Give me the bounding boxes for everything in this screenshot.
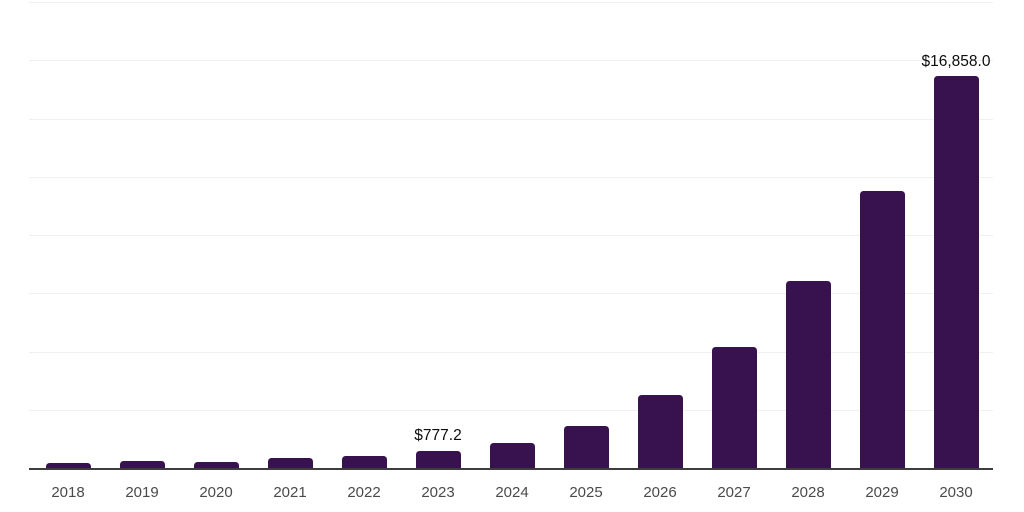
x-tick-label-2022: 2022: [347, 484, 381, 501]
bar-2030: [933, 76, 979, 469]
bar-2022: [341, 455, 387, 469]
x-tick-label-2023: 2023: [421, 484, 455, 501]
x-tick-label-2020: 2020: [199, 484, 233, 501]
bar-2025: [563, 425, 609, 469]
gridline: [29, 293, 993, 295]
bar-2026: [637, 394, 683, 469]
bar-2027: [711, 346, 757, 469]
bar-2019: [119, 461, 165, 469]
plot-area: $777.2 $16,858.0: [29, 2, 993, 469]
x-tick-label-2028: 2028: [791, 484, 825, 501]
bar-2018: [45, 463, 91, 469]
x-tick-label-2019: 2019: [125, 484, 159, 501]
x-tick-label-2030: 2030: [939, 484, 973, 501]
gridline: [29, 60, 993, 62]
x-tick-label-2027: 2027: [717, 484, 751, 501]
gridline: [29, 409, 993, 411]
x-tick-label-2024: 2024: [495, 484, 529, 501]
bar-value-label-2030: $16,858.0: [921, 52, 991, 70]
gridline: [29, 351, 993, 353]
bar-2024: [489, 442, 535, 469]
x-tick-label-2026: 2026: [643, 484, 677, 501]
gridline: [29, 2, 993, 3]
bar-2020: [193, 461, 239, 469]
x-tick-label-2029: 2029: [865, 484, 899, 501]
bar-value-label-2023: $777.2: [414, 427, 462, 445]
bar-2029: [859, 191, 905, 469]
gridline: [29, 176, 993, 178]
bar-2023: [415, 450, 461, 469]
bar-2021: [267, 458, 313, 469]
gridline: [29, 118, 993, 120]
x-tick-label-2025: 2025: [569, 484, 603, 501]
bar-2028: [785, 281, 831, 469]
x-tick-label-2021: 2021: [273, 484, 307, 501]
x-axis-line: [29, 468, 993, 470]
x-tick-label-2018: 2018: [51, 484, 85, 501]
gridline: [29, 235, 993, 236]
